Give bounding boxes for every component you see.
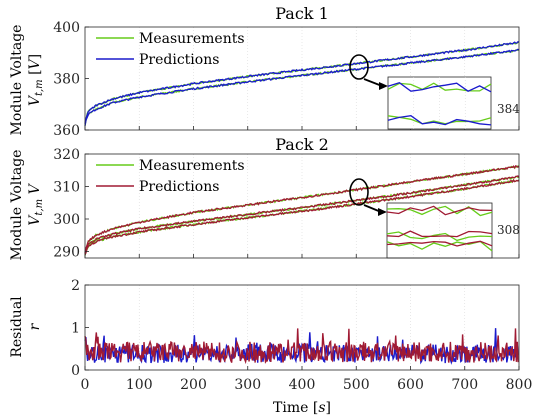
panel-3-ylabel-line2: r [27, 322, 43, 330]
ytick-label: 0 [71, 363, 80, 379]
xtick-label: 800 [506, 377, 533, 393]
inset-trace-5 [386, 205, 493, 216]
panel-1-inset: 384 [349, 54, 520, 130]
xtick-label: 600 [397, 377, 424, 393]
panel-1-series [84, 41, 520, 126]
inset-label: 308 [497, 223, 520, 237]
panel-pack-1: Pack 1 Module Voltage Vt,m [V] 360 380 400… [9, 4, 520, 139]
inset-trace-0 [387, 115, 492, 125]
panel-1-legend: Measurements Predictions [96, 31, 245, 68]
zoom-arrowhead [378, 208, 387, 216]
inset-trace-2 [386, 205, 493, 217]
series-line-4 [84, 175, 520, 255]
panel-2-ylabel-line1: Module Voltage [9, 150, 25, 261]
ytick-label: 320 [53, 147, 80, 163]
panel-3-axes [84, 284, 520, 371]
panel-3-series [84, 328, 519, 365]
zoom-ellipse [349, 54, 369, 80]
panel-3-xlabel: Time [s] [273, 400, 331, 416]
ytick-label: 360 [53, 123, 80, 139]
ytick-label: 290 [53, 245, 80, 261]
panel-1-axes [84, 26, 520, 131]
inset-trace-4 [386, 230, 493, 238]
inset-trace-1 [386, 231, 493, 242]
legend-label: Measurements [139, 158, 245, 174]
inset-label: 384 [497, 102, 520, 116]
ytick-label: 400 [53, 20, 80, 36]
series-line-2 [84, 48, 520, 126]
panel-3-grid [138, 285, 466, 370]
xtick-label: 500 [343, 377, 370, 393]
zoom-ellipse [349, 178, 369, 206]
panel-2-axes [84, 153, 520, 259]
xtick-label: 400 [289, 377, 316, 393]
residual-series-1 [84, 328, 519, 365]
inset-trace-1 [387, 82, 492, 92]
panel-2-series [84, 164, 520, 256]
xtick-label: 0 [81, 377, 90, 393]
series-line-3 [84, 178, 520, 255]
xtick-label: 700 [451, 377, 478, 393]
series-line-1 [84, 175, 520, 255]
inset-trace-3 [387, 81, 492, 93]
panel-3-yticks: 0 1 2 [71, 278, 520, 379]
panel-3-xticks: 0 100 200 300 400 500 600 700 800 [81, 377, 533, 393]
xtick-label: 200 [180, 377, 207, 393]
inset-trace-3 [386, 240, 493, 247]
panel-pack-2: Pack 2 Module Voltage Vt,m V 290 300 310 32… [9, 135, 520, 261]
panel-2-legend: Measurements Predictions [96, 158, 245, 195]
ytick-label: 2 [71, 278, 80, 294]
ytick-label: 300 [53, 212, 80, 228]
panel-residual: Residual r 0 1 2 0 100 200 300 400 500 600 700 800… [9, 278, 532, 416]
panel-2-title: Pack 2 [275, 135, 329, 154]
ytick-label: 310 [53, 180, 80, 196]
ytick-label: 1 [71, 321, 80, 337]
xtick-label: 100 [126, 377, 153, 393]
inset-trace-2 [387, 115, 492, 126]
panel-2-yticks: 290 300 310 320 [53, 147, 520, 261]
panel-1-ylabel-line1: Module Voltage [9, 25, 25, 136]
panel-1-title: Pack 1 [275, 4, 329, 23]
legend-label: Predictions [139, 52, 219, 68]
zoom-arrowhead [379, 82, 388, 90]
panel-1-ylabel-line2: Vt,m [V] [27, 54, 45, 106]
ytick-label: 380 [53, 72, 80, 88]
legend-label: Measurements [139, 31, 245, 47]
panel-3-ylabel-line1: Residual [9, 296, 25, 358]
series-line-5 [84, 164, 520, 253]
xtick-label: 300 [234, 377, 261, 393]
panel-2-inset: 308 [349, 178, 520, 259]
panel-2-ylabel-line2: Vt,m V [27, 182, 45, 225]
legend-label: Predictions [139, 179, 219, 195]
series-line-3 [84, 41, 520, 124]
